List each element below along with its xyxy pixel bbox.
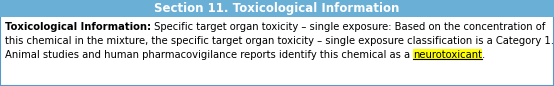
Text: Animal studies and human pharmacovigilance reports identify this chemical as a: Animal studies and human pharmacovigilan… [5, 50, 413, 60]
Text: Specific target organ toxicity – single exposure: Based on the concentration of: Specific target organ toxicity – single … [151, 22, 546, 32]
Text: Toxicological Information:: Toxicological Information: [5, 22, 151, 32]
Text: Section 11. Toxicological Information: Section 11. Toxicological Information [155, 2, 399, 15]
Text: this chemical in the mixture, the specific target organ toxicity – single exposu: this chemical in the mixture, the specif… [5, 36, 554, 46]
Text: neurotoxicant: neurotoxicant [413, 50, 482, 60]
Bar [0, 0, 554, 17]
Text: .: . [482, 50, 485, 60]
Bar [413, 49, 482, 59]
